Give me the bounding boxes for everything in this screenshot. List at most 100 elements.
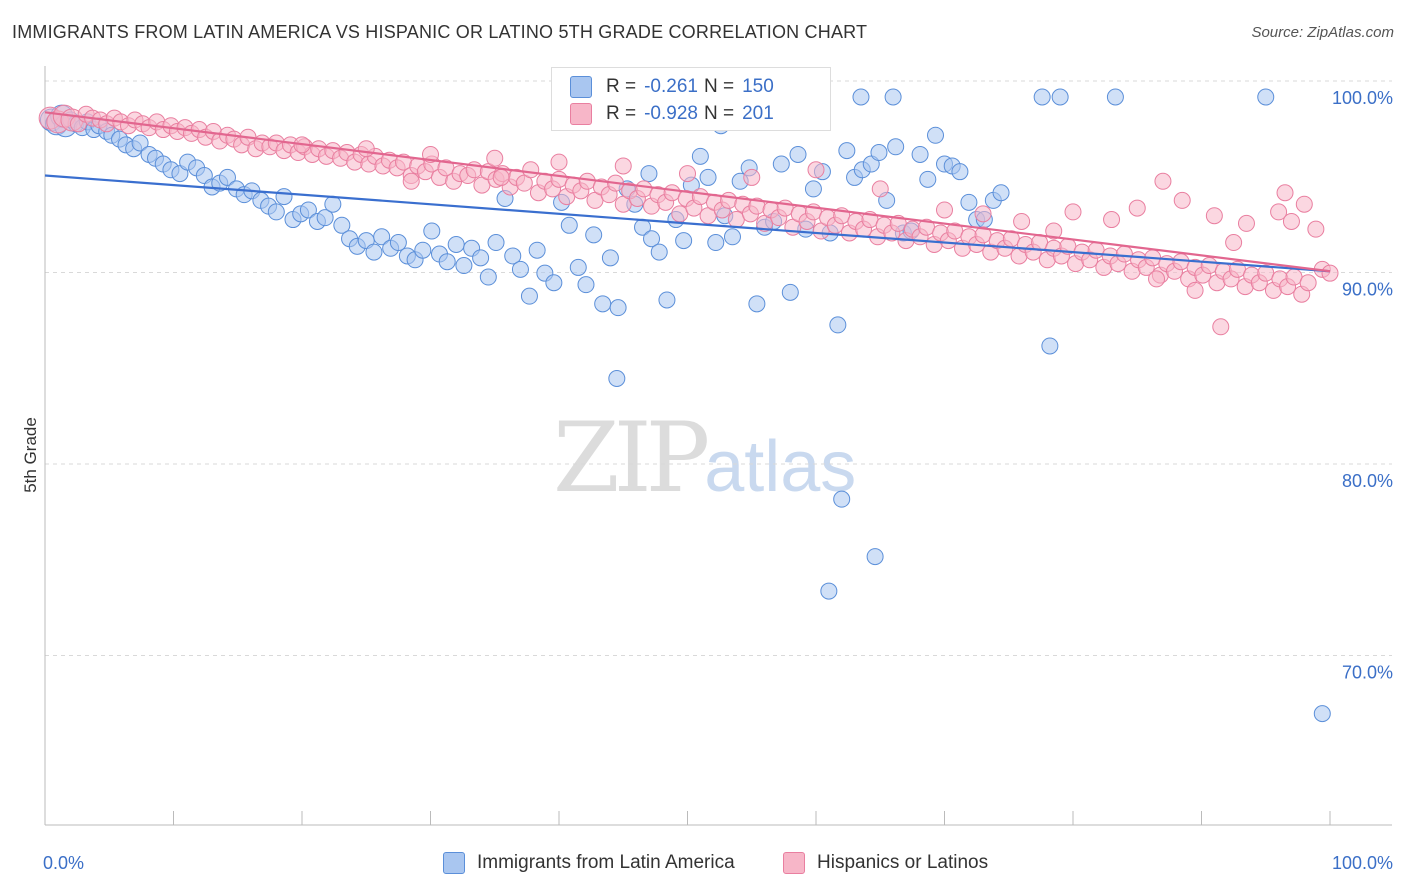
hispanics-point <box>1172 253 1190 271</box>
hispanics-point <box>691 188 709 206</box>
hispanics-point <box>1295 195 1313 213</box>
immigrants-point <box>414 241 432 259</box>
immigrants-point <box>650 243 668 261</box>
bottom-legend-swatch-hispanics <box>783 852 805 874</box>
watermark-atlas: atlas <box>704 427 857 507</box>
hispanics-point <box>1200 257 1218 275</box>
correlation-legend: R = -0.261 N = 150 R = -0.928 N = 201 <box>551 67 831 131</box>
immigrants-point <box>820 582 838 600</box>
immigrants-point <box>675 232 693 250</box>
immigrants-point <box>511 260 529 278</box>
immigrants-point <box>1106 88 1124 106</box>
hispanics-point <box>807 161 825 179</box>
immigrants-point <box>951 163 969 181</box>
legend-r-value: -0.928 <box>644 103 698 124</box>
y-tick-label: 90.0% <box>1342 280 1393 300</box>
hispanics-point <box>1115 245 1133 263</box>
immigrants-point <box>275 188 293 206</box>
immigrants-point <box>833 490 851 508</box>
hispanics-point <box>486 149 504 167</box>
hispanics-point <box>743 168 761 186</box>
immigrants-point <box>528 241 546 259</box>
immigrants-point <box>1041 337 1059 355</box>
immigrants-point <box>640 165 658 183</box>
immigrants-point <box>748 295 766 313</box>
immigrants-point <box>1257 88 1275 106</box>
immigrants-point <box>609 299 627 317</box>
immigrants-point <box>520 287 538 305</box>
hispanics-point <box>492 168 510 186</box>
legend-swatch-immigrants <box>570 76 592 98</box>
immigrants-point <box>1313 705 1331 723</box>
trend-lines <box>44 111 1331 273</box>
immigrants-point <box>870 144 888 162</box>
immigrants-point <box>373 228 391 246</box>
hispanics-point <box>936 201 953 219</box>
immigrants-point <box>267 203 285 221</box>
hispanics-point <box>1087 241 1105 259</box>
hispanics-point <box>1154 172 1172 190</box>
hispanics-point <box>1205 207 1223 225</box>
grid-lines <box>45 80 1392 656</box>
immigrants-point <box>789 145 807 163</box>
hispanics-point <box>550 170 568 188</box>
immigrants-point <box>569 258 587 276</box>
immigrants-point <box>884 88 902 106</box>
immigrants-point <box>781 283 799 301</box>
immigrants-point <box>1033 88 1051 106</box>
bottom-legend-label-hispanics: Hispanics or Latinos <box>817 852 989 873</box>
immigrants-point <box>423 222 441 240</box>
hispanics-point <box>663 184 681 202</box>
immigrants-point <box>699 168 717 186</box>
immigrants-point <box>218 168 236 186</box>
immigrants-point <box>911 145 929 163</box>
y-tick-label: 80.0% <box>1342 471 1393 491</box>
hispanics-point <box>1321 264 1339 282</box>
immigrants-point <box>365 243 383 261</box>
chart-title: IMMIGRANTS FROM LATIN AMERICA VS HISPANI… <box>12 22 868 42</box>
hispanics-point <box>357 140 375 158</box>
hispanics-point <box>679 165 696 183</box>
hispanics-point <box>402 172 420 190</box>
hispanics-point <box>1173 191 1191 209</box>
hispanics-point <box>614 157 632 175</box>
immigrants-point <box>992 184 1010 202</box>
legend-n-label: N = <box>703 103 735 124</box>
immigrants-point <box>333 216 351 234</box>
y-axis-label: 5th Grade <box>21 417 40 493</box>
immigrants-point <box>585 226 603 244</box>
hispanics-point <box>1128 199 1146 217</box>
immigrants-point <box>545 274 563 292</box>
series-immigrants-points <box>39 88 1331 723</box>
x-tick-label: 0.0% <box>43 853 84 873</box>
immigrants-point <box>608 370 626 388</box>
hispanics-point <box>671 205 689 223</box>
tick-labels: 100.0% 90.0% 80.0% 70.0% 0.0% 100.0% <box>43 88 1393 873</box>
immigrants-point <box>601 249 619 267</box>
immigrants-point <box>131 134 149 152</box>
immigrants-point <box>472 249 490 267</box>
watermark: ZIPatlas <box>553 402 856 514</box>
hispanics-point <box>1148 270 1166 288</box>
source-credit: Source: ZipAtlas.com <box>1251 24 1394 41</box>
immigrants-point <box>487 234 505 252</box>
immigrants-point <box>389 234 407 252</box>
hispanics-point <box>1013 212 1031 230</box>
hispanics-point <box>1307 220 1325 238</box>
legend-n-value: 201 <box>742 103 774 124</box>
immigrants-point <box>804 180 822 198</box>
x-tick-label: 100.0% <box>1332 853 1393 873</box>
legend-n-value: 150 <box>742 76 774 97</box>
immigrants-point <box>772 155 790 173</box>
immigrants-point <box>852 88 870 106</box>
immigrants-point <box>504 247 522 265</box>
hispanics-trend-line <box>44 111 1331 273</box>
immigrants-point <box>829 316 847 334</box>
hispanics-point <box>1282 212 1300 230</box>
hispanics-point <box>1186 281 1204 299</box>
legend-swatch-hispanics <box>570 103 592 125</box>
immigrants-point <box>316 209 334 227</box>
immigrants-point <box>438 253 456 271</box>
hispanics-point <box>1276 184 1294 202</box>
immigrants-point <box>927 126 945 144</box>
